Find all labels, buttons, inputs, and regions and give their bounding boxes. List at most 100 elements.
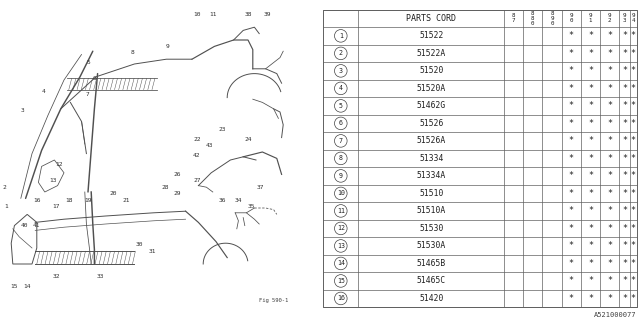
Text: *: * <box>622 189 627 198</box>
Text: *: * <box>622 172 627 180</box>
Text: *: * <box>588 84 593 93</box>
Text: *: * <box>569 224 573 233</box>
Text: *: * <box>569 294 573 303</box>
Text: 30: 30 <box>136 242 143 247</box>
Text: 11: 11 <box>337 208 345 214</box>
Text: *: * <box>622 31 627 40</box>
Text: *: * <box>622 101 627 110</box>
Text: 35: 35 <box>248 204 255 209</box>
Text: *: * <box>607 206 612 215</box>
Text: 2: 2 <box>339 50 343 56</box>
Text: *: * <box>607 241 612 251</box>
Text: *: * <box>607 224 612 233</box>
Text: *: * <box>622 206 627 215</box>
Text: *: * <box>622 224 627 233</box>
Text: 3: 3 <box>20 108 24 113</box>
Text: 23: 23 <box>219 127 226 132</box>
Text: *: * <box>607 84 612 93</box>
Text: 14: 14 <box>24 284 31 289</box>
Text: 39: 39 <box>264 12 271 17</box>
Text: *: * <box>631 119 636 128</box>
Text: 12: 12 <box>337 225 345 231</box>
Text: *: * <box>631 224 636 233</box>
Text: *: * <box>569 119 573 128</box>
Text: 8
9
0: 8 9 0 <box>550 11 554 26</box>
Text: *: * <box>569 154 573 163</box>
Text: *: * <box>588 206 593 215</box>
Text: 9
3: 9 3 <box>623 13 626 23</box>
Text: 51520A: 51520A <box>417 84 446 93</box>
Text: *: * <box>607 259 612 268</box>
Text: 5: 5 <box>86 60 90 65</box>
Text: 17: 17 <box>52 204 60 209</box>
Text: 8
8
0: 8 8 0 <box>531 11 534 26</box>
Text: *: * <box>631 259 636 268</box>
Text: *: * <box>631 206 636 215</box>
Text: *: * <box>607 154 612 163</box>
Text: 51530: 51530 <box>419 224 444 233</box>
Text: 9
0: 9 0 <box>570 13 573 23</box>
Text: *: * <box>631 101 636 110</box>
Text: 4: 4 <box>339 85 343 92</box>
Text: 9
2: 9 2 <box>608 13 611 23</box>
Text: 13: 13 <box>49 178 56 183</box>
Text: 24: 24 <box>244 137 252 142</box>
Text: 9
4: 9 4 <box>632 13 635 23</box>
Text: *: * <box>622 276 627 285</box>
Text: 2: 2 <box>3 185 6 190</box>
Text: 8
7: 8 7 <box>512 13 515 23</box>
Text: PARTS CORD: PARTS CORD <box>406 14 456 23</box>
Text: A521000077: A521000077 <box>595 312 637 318</box>
Text: *: * <box>569 241 573 251</box>
Text: *: * <box>588 136 593 145</box>
Text: 16: 16 <box>33 197 40 203</box>
Text: 32: 32 <box>52 274 60 279</box>
Text: *: * <box>569 259 573 268</box>
Text: 21: 21 <box>123 197 130 203</box>
Text: 15: 15 <box>11 284 18 289</box>
Text: 10: 10 <box>193 12 200 17</box>
Text: *: * <box>607 136 612 145</box>
Text: 51526: 51526 <box>419 119 444 128</box>
Text: *: * <box>622 241 627 251</box>
Text: 22: 22 <box>193 137 200 142</box>
Text: 3: 3 <box>339 68 343 74</box>
Text: *: * <box>588 172 593 180</box>
Text: Fig 590-1: Fig 590-1 <box>259 298 289 303</box>
Text: *: * <box>607 294 612 303</box>
Text: *: * <box>607 66 612 76</box>
Text: 16: 16 <box>337 295 345 301</box>
Text: *: * <box>631 172 636 180</box>
Text: 26: 26 <box>174 172 181 177</box>
Text: *: * <box>588 119 593 128</box>
Text: 40: 40 <box>20 223 28 228</box>
Text: 6: 6 <box>93 76 96 81</box>
Text: *: * <box>631 66 636 76</box>
Text: 38: 38 <box>244 12 252 17</box>
Text: *: * <box>569 101 573 110</box>
Text: 34: 34 <box>235 197 242 203</box>
Text: 9: 9 <box>166 44 170 49</box>
Text: 51465C: 51465C <box>417 276 446 285</box>
Text: 10: 10 <box>337 190 345 196</box>
Text: 51510A: 51510A <box>417 206 446 215</box>
Text: 9
1: 9 1 <box>589 13 592 23</box>
Text: *: * <box>569 66 573 76</box>
Text: *: * <box>588 241 593 251</box>
Text: *: * <box>607 119 612 128</box>
Text: 51462G: 51462G <box>417 101 446 110</box>
Text: 8: 8 <box>131 50 134 55</box>
Text: 1: 1 <box>4 204 8 209</box>
Text: *: * <box>631 31 636 40</box>
Text: *: * <box>631 84 636 93</box>
Text: 51334: 51334 <box>419 154 444 163</box>
Text: 1: 1 <box>339 33 343 39</box>
Text: 29: 29 <box>174 191 181 196</box>
Text: *: * <box>569 276 573 285</box>
Text: *: * <box>588 189 593 198</box>
Text: 51526A: 51526A <box>417 136 446 145</box>
Text: *: * <box>607 189 612 198</box>
Text: 12: 12 <box>56 162 63 167</box>
Text: 7: 7 <box>339 138 343 144</box>
Text: *: * <box>588 154 593 163</box>
